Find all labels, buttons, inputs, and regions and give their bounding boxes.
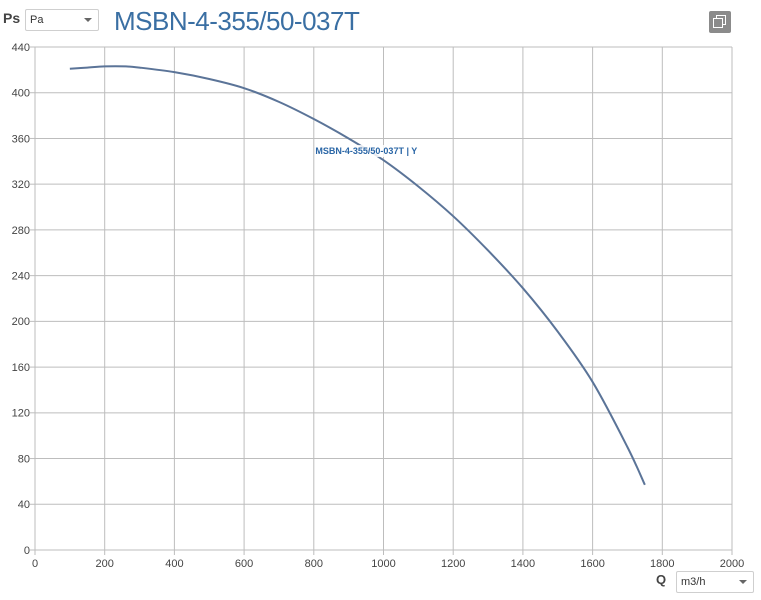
- x-tick-label: 1800: [650, 558, 674, 570]
- y-tick-label: 40: [18, 499, 30, 511]
- x-tick-label: 2000: [720, 558, 744, 570]
- y-tick-label: 360: [12, 133, 30, 145]
- series-label: MSBN-4-355/50-037T | Y: [315, 146, 417, 156]
- pressure-unit-value: Pa: [30, 14, 44, 26]
- x-tick-label: 800: [305, 558, 323, 570]
- x-tick-label: 200: [96, 558, 114, 570]
- x-tick-label: 1200: [441, 558, 465, 570]
- x-tick-label: 600: [235, 558, 253, 570]
- flow-unit-value: m3/h: [681, 576, 706, 588]
- flow-unit-select[interactable]: m3/h: [676, 571, 754, 593]
- copy-icon[interactable]: [709, 11, 731, 33]
- chevron-down-icon: [739, 580, 747, 584]
- pressure-unit-select[interactable]: Pa: [25, 9, 99, 31]
- y-tick-label: 440: [12, 42, 30, 54]
- y-tick-label: 200: [12, 316, 30, 328]
- x-tick-label: 1600: [580, 558, 604, 570]
- y-tick-label: 120: [12, 408, 30, 420]
- y-axis-quantity-label: Ps: [3, 10, 21, 26]
- series-curve: [69, 65, 646, 486]
- y-tick-label: 400: [12, 88, 30, 100]
- y-tick-label: 160: [12, 362, 30, 374]
- chart-title: MSBN-4-355/50-037T: [114, 6, 360, 36]
- y-tick-label: 280: [12, 225, 30, 237]
- y-tick-label: 80: [18, 453, 30, 465]
- x-tick-label: 1400: [511, 558, 535, 570]
- y-tick-label: 240: [12, 270, 30, 282]
- x-tick-label: 1000: [371, 558, 395, 570]
- x-tick-label: 400: [165, 558, 183, 570]
- series-label-background: [317, 145, 416, 158]
- y-tick-label: 320: [12, 179, 30, 191]
- y-tick-label: 0: [24, 545, 30, 557]
- chevron-down-icon: [84, 18, 92, 22]
- x-tick-label: 0: [32, 558, 38, 570]
- x-axis-quantity-label: Q: [656, 572, 667, 587]
